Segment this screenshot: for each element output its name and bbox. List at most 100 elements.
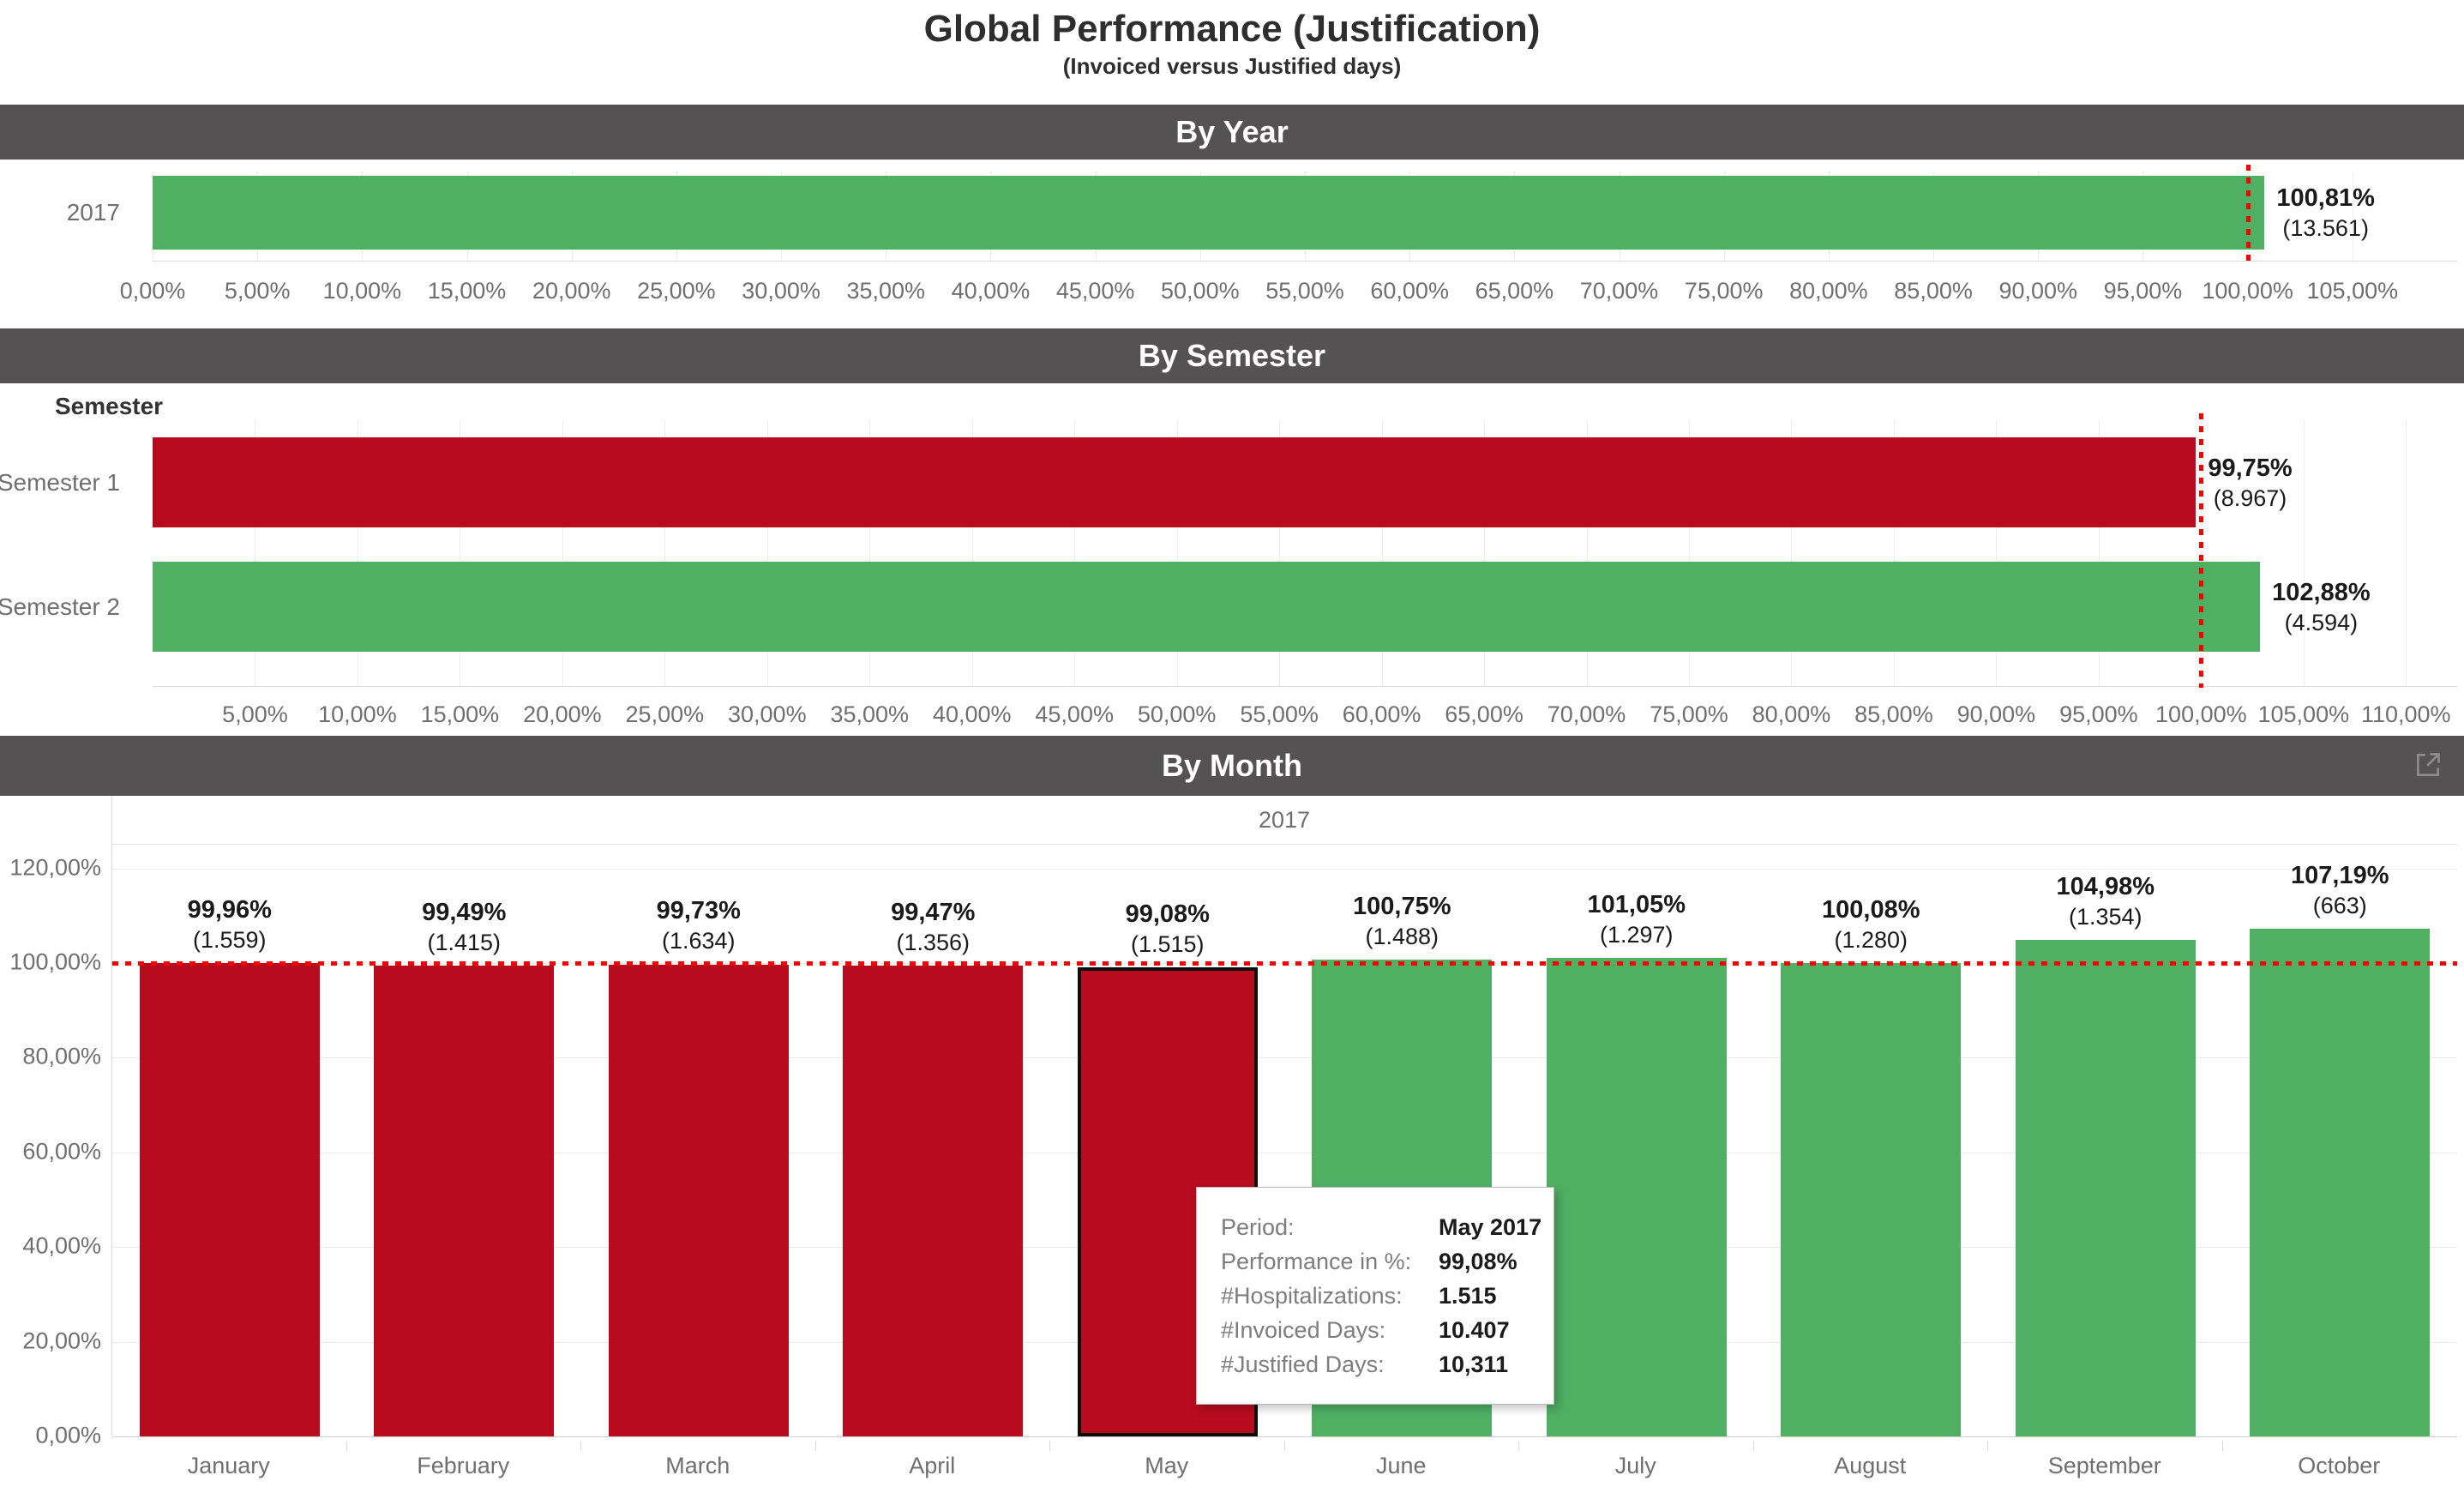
by-semester-chart: Semester 1 Semester 2 99,75% (8.967) 102,88…	[0, 383, 2464, 736]
gridline	[664, 420, 666, 686]
page-title: Global Performance (Justification)	[923, 8, 1541, 50]
bar-value-label: 99,96% (1.559)	[112, 894, 347, 954]
x-axis-tick-label: 10,00%	[318, 701, 397, 727]
tooltip-label: #Justified Days:	[1221, 1352, 1385, 1377]
bar-value-percent: 100,08%	[1822, 895, 1920, 924]
bar-value-count: (13.561)	[2282, 215, 2369, 241]
bar-value-count: (8.967)	[2213, 485, 2287, 511]
by-year-x-axis: 0,00% 5,00% 10,00% 15,00% 20,00% 25,00% 30,00%…	[120, 266, 2457, 307]
y-axis-tick-label: 60,00%	[22, 1138, 101, 1165]
bar-value-count: (1.354)	[2068, 903, 2142, 930]
tooltip-row: #Justified Days: 10,311	[1221, 1347, 1545, 1382]
x-axis-tick-label: 90,00%	[1998, 278, 2078, 304]
bar-value-percent: 102,88%	[2272, 578, 2371, 606]
tooltip-row: #Invoiced Days: 10.407	[1221, 1313, 1545, 1347]
gridline	[1381, 420, 1383, 686]
row-label-2017[interactable]: 2017	[66, 199, 120, 226]
by-month-header-label: By Month	[1162, 748, 1302, 783]
gridline	[2303, 420, 2305, 686]
tooltip-label: Performance in %:	[1221, 1249, 1412, 1274]
x-axis-tick-label: 15,00%	[427, 278, 507, 304]
by-semester-plot: 99,75% (8.967) 102,88% (4.594)	[153, 413, 2457, 688]
x-axis-tick-label: 5,00%	[222, 701, 288, 727]
y-axis-tick-label: 0,00%	[35, 1422, 101, 1448]
bar-march[interactable]	[608, 964, 789, 1436]
gridline	[1176, 420, 1178, 686]
semester-axis-title: Semester	[55, 393, 164, 419]
bar-value-label: 102,88% (4.594)	[2272, 577, 2371, 637]
bar-value-percent: 99,49%	[422, 898, 507, 926]
column-boundary-tick	[1518, 1441, 1519, 1451]
bar-2017[interactable]	[153, 176, 2265, 250]
bar-september[interactable]	[2015, 939, 2196, 1436]
gridline	[766, 420, 768, 686]
month-label-july[interactable]: July	[1614, 1453, 1656, 1478]
tooltip-value: 10.407	[1439, 1317, 1510, 1343]
bar-july[interactable]	[1546, 958, 1727, 1436]
month-x-axis: January February March April May June July Augu…	[111, 1441, 2457, 1487]
gridline	[1996, 420, 1998, 686]
bar-august[interactable]	[1781, 962, 1962, 1436]
x-axis-tick-label: 0,00%	[119, 278, 186, 304]
x-axis-tick-label: 55,00%	[1265, 278, 1344, 304]
by-year-chart: 2017 100,81% (13.561) 0,00% 5,00% 10,00% 15,…	[0, 160, 2464, 310]
x-axis-tick-label: 60,00%	[1370, 278, 1449, 304]
y-axis-tick-label: 40,00%	[22, 1232, 101, 1259]
bar-january[interactable]	[139, 963, 320, 1436]
bar-value-percent: 100,75%	[1353, 892, 1451, 920]
by-month-header: By Month	[0, 736, 2464, 796]
month-label-may[interactable]: May	[1145, 1453, 1189, 1478]
x-axis-tick-label: 70,00%	[1579, 278, 1659, 304]
month-label-october[interactable]: October	[2298, 1453, 2381, 1478]
column-boundary-tick	[580, 1441, 581, 1451]
gridline	[1893, 420, 1895, 686]
gridline	[1689, 420, 1690, 686]
x-axis-tick-label: 65,00%	[1475, 278, 1554, 304]
x-axis-tick-label: 35,00%	[846, 278, 926, 304]
reference-line	[2199, 413, 2204, 688]
month-label-january[interactable]: January	[187, 1453, 270, 1478]
bar-value-count: (1.356)	[896, 929, 971, 955]
column-boundary-tick	[346, 1441, 347, 1451]
month-label-february[interactable]: February	[417, 1453, 510, 1478]
row-label-semester-2[interactable]: Semester 2	[0, 593, 120, 620]
month-label-august[interactable]: August	[1834, 1453, 1907, 1478]
x-axis-tick-label: 80,00%	[1789, 278, 1868, 304]
x-axis-tick-label: 95,00%	[2059, 701, 2138, 727]
x-axis-tick-label: 10,00%	[322, 278, 402, 304]
bar-semester-2[interactable]	[153, 562, 2261, 652]
by-year-row-labels: 2017	[0, 172, 139, 261]
month-label-september[interactable]: September	[2047, 1453, 2161, 1478]
tooltip: Period: May 2017 Performance in %: 99,08…	[1196, 1187, 1554, 1405]
month-label-april[interactable]: April	[909, 1453, 956, 1478]
bar-value-label: 101,05% (1.297)	[1519, 889, 1754, 949]
month-label-march[interactable]: March	[665, 1453, 730, 1478]
gridline	[2098, 420, 2100, 686]
tooltip-row: #Hospitalizations: 1.515	[1221, 1279, 1545, 1313]
bar-value-percent: 99,08%	[1125, 900, 1210, 929]
gridline	[869, 420, 871, 686]
bar-value-label: 100,81% (13.561)	[2276, 183, 2375, 243]
bar-october[interactable]	[2250, 929, 2431, 1436]
tooltip-value: 1.515	[1439, 1283, 1497, 1309]
bar-value-percent: 99,73%	[656, 897, 741, 925]
gridline	[971, 420, 973, 686]
column-boundary-tick	[2221, 1441, 2223, 1451]
column-boundary-tick	[1283, 1441, 1285, 1451]
month-label-june[interactable]: June	[1375, 1453, 1427, 1478]
column-boundary-tick	[1049, 1441, 1050, 1451]
bar-value-count: (663)	[2312, 893, 2367, 919]
bar-semester-1[interactable]	[153, 437, 2197, 527]
bar-april[interactable]	[843, 965, 1024, 1436]
gridline	[1279, 420, 1281, 686]
export-icon[interactable]	[2411, 748, 2445, 782]
month-pane-year-label[interactable]: 2017	[1258, 806, 1311, 833]
x-axis-tick-label: 45,00%	[1055, 278, 1135, 304]
by-semester-x-axis: 5,00% 10,00% 15,00% 20,00% 25,00% 30,00% 35,00…	[153, 689, 2457, 731]
x-axis-tick-label: 40,00%	[932, 701, 1012, 727]
bar-value-label: 100,08% (1.280)	[1754, 894, 1989, 954]
row-label-semester-1[interactable]: Semester 1	[0, 468, 120, 496]
month-pane-band: 2017	[111, 796, 2457, 845]
x-axis-tick-label: 80,00%	[1752, 701, 1831, 727]
bar-february[interactable]	[374, 965, 555, 1436]
